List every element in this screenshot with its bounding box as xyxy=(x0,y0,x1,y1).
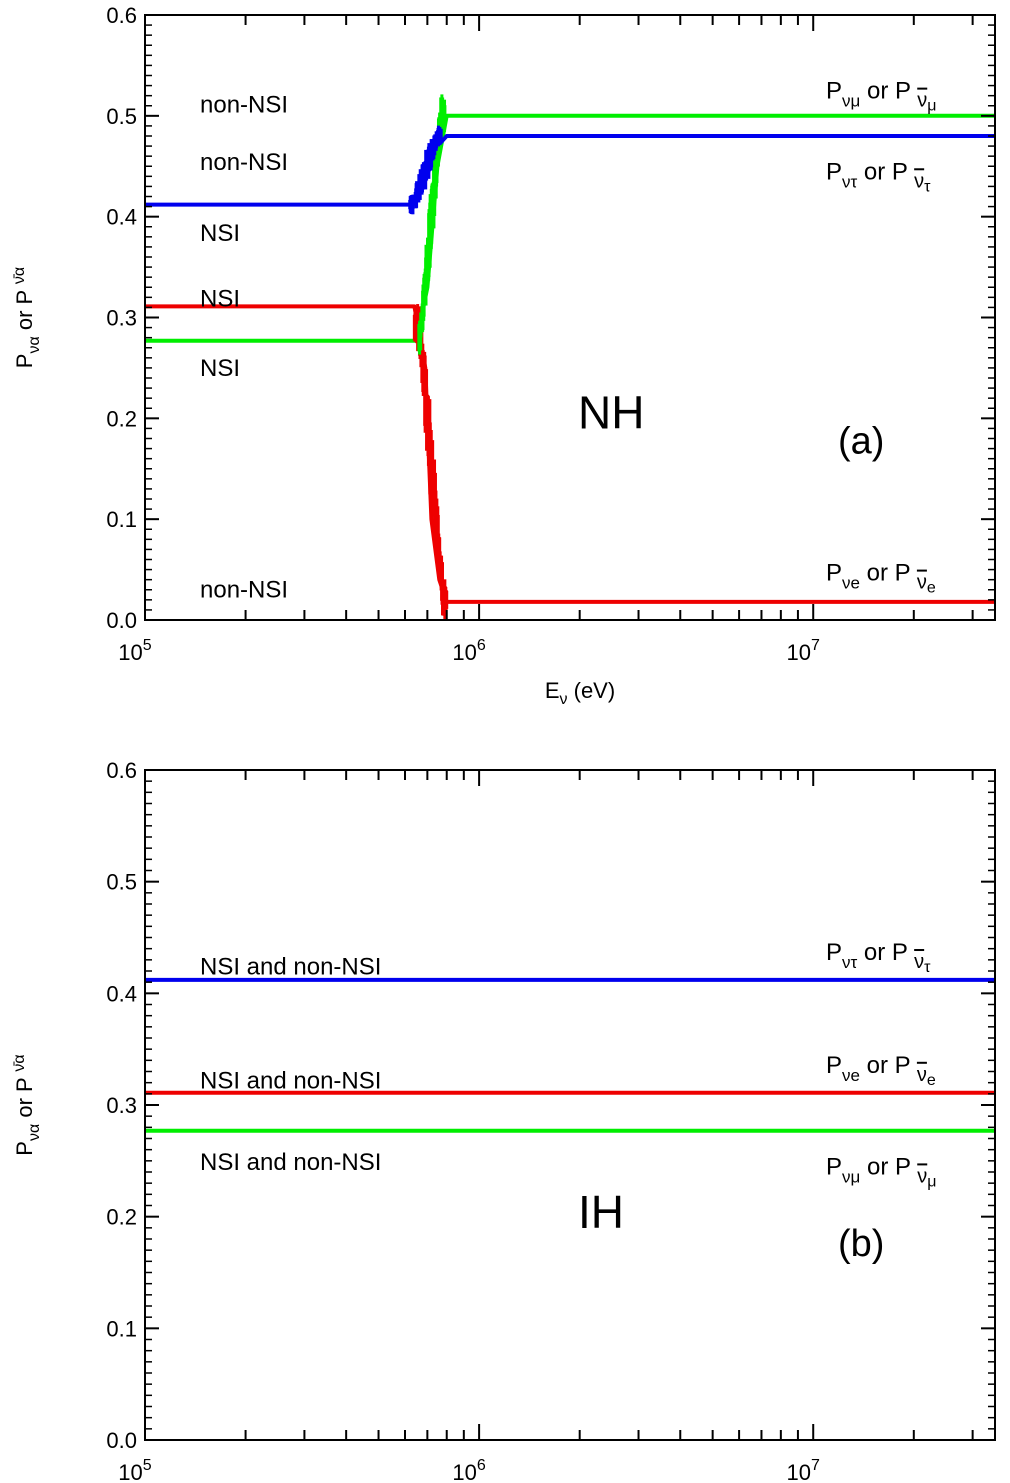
data-series-group xyxy=(145,94,995,620)
panel-label: (b) xyxy=(838,1223,884,1265)
x-tick-label: 107 xyxy=(787,637,820,665)
hierarchy-label: IH xyxy=(578,1186,624,1238)
series-label: Pνe or P νe xyxy=(826,560,936,597)
curve-annotation: NSI and non-NSI xyxy=(200,953,381,980)
y-tick-label: 0.0 xyxy=(106,608,137,633)
y-axis-label: Pνα or P ν̄α xyxy=(11,267,43,368)
curve-annotation: non-NSI xyxy=(200,92,288,119)
y-tick-label: 0.2 xyxy=(106,1205,137,1230)
plot-frame xyxy=(144,769,996,1441)
curve-annotation: non-NSI xyxy=(200,577,288,604)
y-tick-label: 0.6 xyxy=(106,758,137,783)
y-tick-label: 0.5 xyxy=(106,870,137,895)
y-tick-label: 0.1 xyxy=(106,1316,137,1341)
series-label: Pνe or P νe xyxy=(826,1052,936,1089)
x-tick-label: 106 xyxy=(452,1457,485,1483)
chart-panel-b: 0.0 0.1 0.2 0.3 0.4 0.5 0.6 105 106 107 Pνα or P ν… xyxy=(11,758,996,1483)
hierarchy-label: NH xyxy=(578,386,644,438)
curve-annotation: non-NSI xyxy=(200,149,288,176)
curve-annotation: NSI and non-NSI xyxy=(200,1067,381,1094)
series-label: Pνμ or P νμ xyxy=(826,1153,936,1190)
chart-panel-a: 0.0 0.1 0.2 0.3 0.4 0.5 0.6 105 106 107 Eν (eV) Pνα… xyxy=(11,3,996,708)
y-tick-label: 0.0 xyxy=(106,1428,137,1453)
y-axis-label: Pνα or P ν̄α xyxy=(11,1054,43,1155)
y-tick-label: 0.3 xyxy=(106,306,137,331)
x-tick-label: 105 xyxy=(118,637,151,665)
x-tick-label: 105 xyxy=(118,1457,151,1483)
curve-annotation: NSI and non-NSI xyxy=(200,1149,381,1176)
y-tick-label: 0.2 xyxy=(106,406,137,431)
y-ticks: 0.0 0.1 0.2 0.3 0.4 0.5 0.6 xyxy=(106,758,995,1453)
y-tick-label: 0.6 xyxy=(106,3,137,28)
x-tick-label: 106 xyxy=(452,637,485,665)
y-tick-label: 0.5 xyxy=(106,104,137,129)
data-series-group xyxy=(145,977,995,1133)
x-tick-label: 107 xyxy=(787,1457,820,1483)
x-ticks: 105 106 107 xyxy=(118,15,974,665)
panel-label: (a) xyxy=(838,421,884,463)
series-label: Pντ or P ντ xyxy=(826,158,931,195)
oscillation-band-blue xyxy=(408,125,443,215)
y-tick-label: 0.3 xyxy=(106,1093,137,1118)
series-label: Pνμ or P νμ xyxy=(826,78,936,115)
curve-annotation: NSI xyxy=(200,285,240,312)
y-tick-label: 0.4 xyxy=(106,981,137,1006)
curve-annotation: NSI xyxy=(200,355,240,382)
x-axis-label: Eν (eV) xyxy=(545,678,615,708)
series-label: Pντ or P ντ xyxy=(826,939,931,976)
y-ticks: 0.0 0.1 0.2 0.3 0.4 0.5 0.6 xyxy=(106,3,995,633)
y-tick-label: 0.1 xyxy=(106,507,137,532)
x-ticks: 105 106 107 xyxy=(118,770,974,1483)
y-tick-label: 0.4 xyxy=(106,205,137,230)
curve-annotation: NSI xyxy=(200,220,240,247)
